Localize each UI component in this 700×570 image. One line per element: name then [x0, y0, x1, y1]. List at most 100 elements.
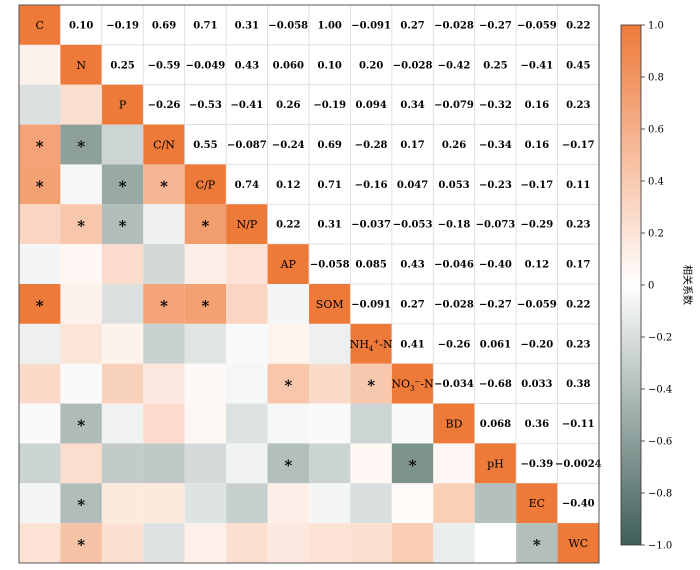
correlation-value-label: 0.23: [566, 100, 590, 111]
heatmap-cell-6-0: [19, 244, 61, 284]
heatmap-cell-6-1: [60, 244, 102, 284]
heatmap-cell-11-7: [309, 443, 351, 484]
heatmap-cell-7-6: [267, 284, 309, 324]
heatmap-cell-4-2: [101, 164, 144, 205]
variable-label: P: [119, 99, 127, 112]
heatmap-cell-13-3: [143, 523, 185, 563]
correlation-value-label: 0.20: [359, 60, 383, 71]
heatmap-cell-12-3: [143, 483, 185, 524]
heatmap-cell-9-6: [267, 363, 309, 404]
value-cell-4-12: [515, 164, 558, 205]
correlation-value-label: 0.69: [152, 20, 176, 31]
heatmap-cell-13-4: [184, 523, 227, 563]
heatmap-cell-12-1: [60, 483, 102, 524]
correlation-value-label: −0.11: [562, 419, 595, 430]
value-cell-2-5: [225, 84, 268, 125]
correlation-value-label: −0.34: [479, 140, 512, 151]
heatmap-cell-10-0: [19, 403, 61, 444]
correlation-value-label: 0.033: [521, 379, 552, 390]
correlation-value-label: 0.41: [400, 339, 424, 350]
correlation-value-label: 0.43: [400, 260, 424, 271]
diagonal-cell-3: [143, 124, 185, 165]
value-cell-6-9: [391, 243, 434, 285]
value-cell-5-13: [557, 203, 600, 245]
value-cell-0-9: [391, 4, 434, 46]
significance-marker: *: [160, 177, 168, 195]
heatmap-cell-11-2: [101, 443, 144, 484]
correlation-value-label: 0.047: [397, 180, 428, 191]
significance-marker: *: [409, 456, 417, 474]
significance-marker: *: [77, 496, 85, 514]
correlation-value-label: 0.060: [273, 60, 304, 71]
correlation-value-label: −0.073: [476, 220, 516, 231]
heatmap-cell-12-2: [101, 483, 144, 524]
correlation-value-label: −0.29: [520, 220, 553, 231]
value-cell-6-13: [557, 243, 600, 285]
heatmap-cell-5-0: [19, 204, 61, 245]
heatmap-cell-7-4: [184, 284, 227, 324]
correlation-value-label: −0.26: [438, 339, 471, 350]
heatmap-cell-12-7: [309, 483, 351, 524]
correlation-value-label: −0.18: [438, 220, 471, 231]
heatmap-cell-8-0: [19, 323, 61, 364]
correlation-value-label: −0.40: [562, 499, 595, 510]
value-cell-11-12: [515, 443, 558, 484]
correlation-value-label: −0.32: [479, 100, 512, 111]
value-cell-2-10: [432, 84, 476, 125]
correlation-value-label: −0.26: [148, 100, 181, 111]
heatmap-cell-4-3: [143, 164, 185, 205]
value-cell-8-9: [391, 323, 434, 365]
significance-marker: *: [77, 536, 85, 554]
value-cell-4-9: [391, 164, 434, 205]
value-cell-3-7: [308, 124, 351, 165]
value-cell-0-13: [557, 4, 600, 46]
value-cell-4-6: [267, 164, 310, 205]
variable-label: WC: [568, 537, 588, 550]
heatmap-cell-13-9: [391, 523, 434, 563]
value-cell-2-9: [391, 84, 434, 125]
heatmap-cell-6-5: [226, 244, 268, 284]
value-cell-2-13: [557, 84, 600, 125]
heatmap-cell-5-4: [184, 204, 227, 245]
value-cell-7-13: [557, 283, 600, 325]
correlation-value-label: −0.059: [517, 20, 557, 31]
correlation-value-label: −0.037: [351, 220, 391, 231]
correlation-value-label: −0.27: [479, 20, 512, 31]
value-cell-2-4: [184, 84, 227, 125]
correlation-value-label: 0.16: [525, 140, 549, 151]
correlation-value-label: −0.058: [310, 260, 350, 271]
value-cell-3-9: [391, 124, 434, 165]
heatmap-cell-13-0: [19, 523, 61, 563]
colorbar-tick-label: −0.2: [648, 333, 672, 344]
variable-label: pH: [487, 457, 504, 470]
colorbar-tick-label: 0.2: [648, 229, 664, 240]
heatmap-cell-3-0: [19, 124, 61, 165]
value-cell-4-10: [432, 164, 476, 205]
colorbar-tick-label: 0.6: [648, 125, 664, 136]
value-cell-0-3: [142, 4, 186, 46]
value-cell-3-12: [515, 124, 558, 165]
correlation-value-label: 0.26: [276, 100, 300, 111]
heatmap-cell-2-0: [19, 84, 61, 125]
heatmap-cell-9-2: [101, 363, 144, 404]
heatmap-cell-10-6: [267, 403, 309, 444]
correlation-value-label: −0.17: [520, 180, 553, 191]
heatmap-cell-12-10: [433, 483, 475, 524]
heatmap-cell-3-1: [60, 124, 102, 165]
diagonal-cell-8: [350, 323, 392, 364]
correlation-value-label: −0.034: [434, 379, 474, 390]
diagonal-cell-13: [557, 523, 599, 563]
heatmap-cell-7-1: [60, 284, 102, 324]
value-cell-1-12: [515, 44, 558, 86]
significance-marker: *: [77, 417, 85, 435]
variable-label: NH4+-N: [350, 338, 393, 353]
heatmap-cell-6-3: [143, 244, 185, 284]
value-cell-8-12: [515, 323, 558, 365]
colorbar-tick-label: 0.4: [648, 177, 664, 188]
correlation-value-label: −0.40: [479, 260, 512, 271]
colorbar: 1.0 0.8 0.6 0.4 0.2 0 −0.2 −0.4 −0.6 −0.8 −1.0 相关系数: [620, 21, 694, 552]
heatmap-cell-9-5: [226, 363, 268, 404]
value-cell-9-10: [432, 363, 476, 404]
diagonal-cell-5: [226, 204, 268, 245]
value-cell-0-8: [350, 4, 393, 46]
